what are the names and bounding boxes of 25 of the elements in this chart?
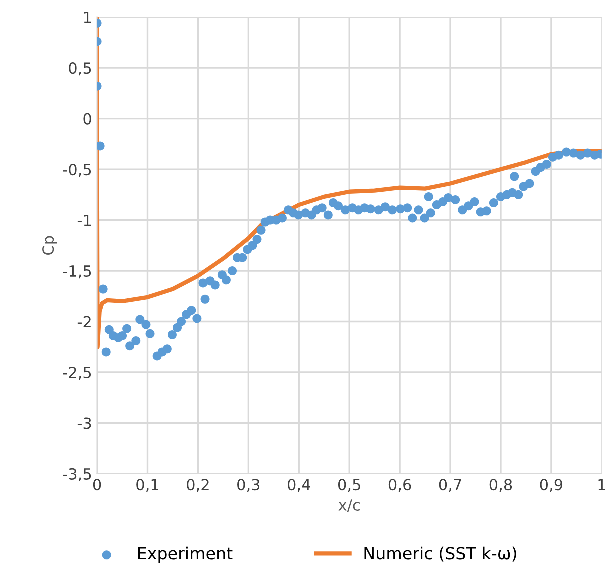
legend-label: Experiment — [138, 546, 233, 563]
y-tick-label: 0 — [84, 113, 92, 125]
x-tick-label: 0 — [93, 479, 102, 491]
x-axis-title: x/c — [338, 500, 360, 512]
x-tick-label: 0,2 — [187, 479, 209, 492]
x-tick-label: 0,7 — [439, 479, 462, 492]
y-tick-label: -2,5 — [63, 366, 92, 380]
y-tick-label: -1,5 — [63, 266, 92, 279]
y-tick-label: -3,5 — [63, 468, 92, 482]
y-tick-label: -1 — [78, 214, 92, 226]
y-axis-title: Cp — [42, 236, 58, 255]
x-tick-label: 0,5 — [338, 479, 360, 492]
y-tick-label: 1 — [84, 12, 92, 24]
y-tick-label: 0,5 — [69, 62, 92, 76]
legend-label: Numeric (SST k-ω) — [364, 546, 516, 562]
x-tick-label: 0,1 — [136, 479, 158, 492]
x-tick-label: 0,8 — [490, 479, 512, 492]
x-tick-label: 0,9 — [540, 479, 563, 492]
x-tick-label: 1 — [598, 479, 606, 490]
x-tick-label: 0,6 — [388, 479, 412, 492]
x-tick-label: 0,3 — [238, 479, 260, 492]
y-tick-label: -3 — [78, 418, 92, 430]
y-tick-label: -0,5 — [63, 164, 92, 178]
x-tick-label: 0,4 — [288, 479, 310, 492]
y-tick-label: -2 — [78, 316, 91, 328]
